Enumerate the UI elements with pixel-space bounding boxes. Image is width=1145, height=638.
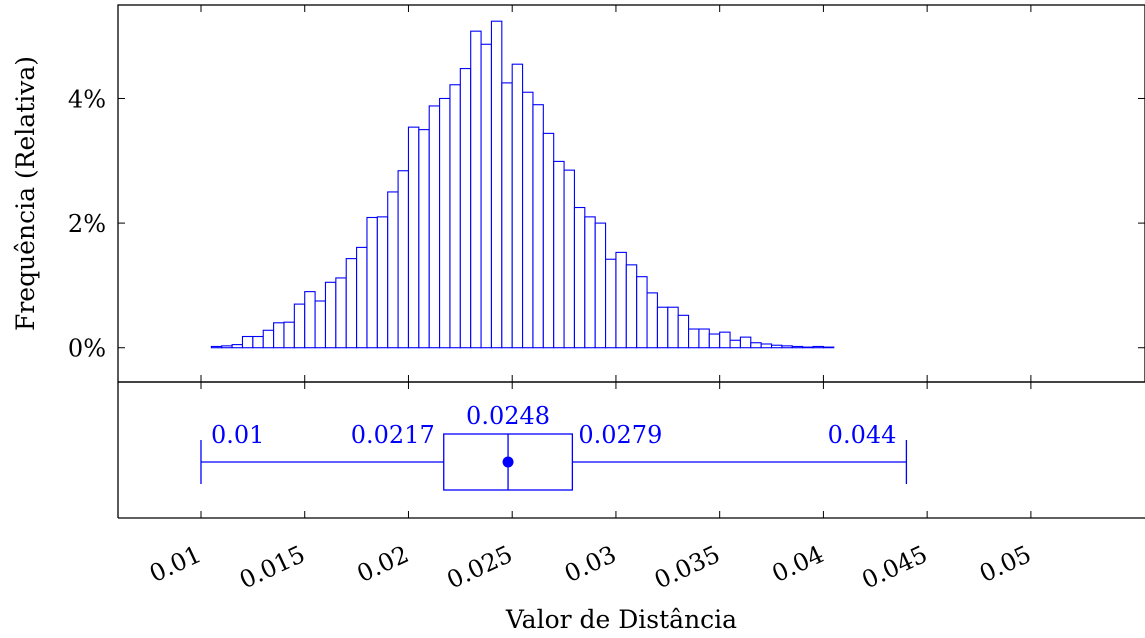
x-tick-label: 0.015 (235, 540, 309, 594)
histogram-bar (750, 342, 762, 349)
boxplot-median-label: 0.0248 (466, 402, 550, 430)
histogram-bar (366, 216, 378, 349)
histogram-bar (563, 169, 575, 349)
histogram-bar (739, 336, 752, 349)
histogram-bar (439, 97, 451, 349)
boxplot-q1-label: 0.0217 (351, 421, 435, 449)
histogram-bar (511, 63, 524, 349)
histogram-bar (293, 303, 306, 349)
histogram-bar (522, 91, 534, 349)
histogram-bar (656, 306, 669, 349)
x-tick-label: 0.025 (443, 540, 517, 594)
x-tick-label: 0.045 (858, 540, 932, 594)
histogram-bar (210, 345, 223, 349)
x-tick-label: 0.02 (353, 540, 413, 588)
boxplot-min-label: 0.01 (211, 421, 264, 449)
histogram-bar (646, 292, 658, 349)
histogram-bars (210, 20, 835, 349)
histogram-bar (304, 291, 316, 349)
histogram-bar (667, 306, 679, 349)
histogram-bar (273, 322, 285, 349)
histogram-bar (428, 105, 441, 349)
y-tick-label: 0% (68, 335, 106, 363)
histogram-bar (324, 281, 337, 349)
y-tick-label: 2% (68, 210, 106, 238)
histogram-bar (335, 277, 347, 349)
histogram-bar (532, 104, 544, 349)
histogram-bar (449, 84, 461, 349)
x-tick-label: 0.03 (560, 540, 620, 588)
histogram-bar (698, 328, 710, 349)
histogram-bar (262, 329, 275, 349)
histogram-bar (480, 43, 492, 349)
histogram-bar (387, 191, 399, 349)
histogram-bar (625, 264, 638, 349)
histogram-bar (719, 331, 731, 349)
histogram-bar (470, 30, 482, 349)
histogram-bar (241, 335, 254, 349)
histogram-bar (345, 258, 358, 349)
histogram-bar (231, 344, 244, 349)
boxplot-max-label: 0.044 (828, 421, 897, 449)
histogram-bar (418, 129, 430, 349)
histogram-bar (573, 206, 586, 349)
histogram-bar (781, 345, 793, 349)
histogram-bar (729, 339, 741, 349)
x-tick-label: 0.05 (975, 540, 1035, 588)
histogram-bar (688, 328, 700, 349)
histogram-bar (376, 216, 389, 349)
histogram-bar (584, 216, 596, 349)
histogram-bar (490, 20, 503, 349)
y-tick-label: 4% (68, 85, 106, 113)
histogram-bar (221, 345, 233, 349)
histogram-bar (812, 345, 824, 349)
x-axis-title: Valor de Distância (505, 605, 737, 634)
histogram-bar (407, 126, 420, 349)
axes (117, 4, 1145, 519)
histogram-bar (605, 258, 617, 349)
boxplot-q3-label: 0.0279 (578, 421, 662, 449)
x-tick-label: 0.01 (145, 540, 205, 588)
histogram-bar (770, 344, 783, 349)
histogram-bar (594, 222, 607, 349)
histogram-bar (636, 276, 648, 349)
histogram-bar (314, 300, 327, 349)
histogram-bar (501, 82, 513, 349)
histogram-bar (542, 132, 555, 349)
histogram-bar (802, 346, 814, 349)
histogram-bar (615, 251, 627, 349)
boxplot (200, 433, 908, 491)
histogram-bar (397, 170, 410, 349)
boxplot-mean-dot (502, 456, 514, 468)
histogram-bar (677, 314, 690, 349)
histogram-bar (708, 333, 721, 349)
x-tick-label: 0.035 (650, 540, 724, 594)
histogram-bar (356, 246, 368, 349)
histogram-bar (822, 346, 835, 349)
histogram-bar (791, 345, 804, 349)
histogram-bar (459, 68, 472, 349)
y-axis-title: Frequência (Relativa) (11, 56, 40, 331)
histogram-bar (553, 160, 565, 349)
x-tick-label: 0.04 (768, 540, 828, 588)
histogram-bar (760, 343, 773, 349)
histogram-bar (252, 335, 264, 349)
histogram-bar (283, 321, 295, 349)
